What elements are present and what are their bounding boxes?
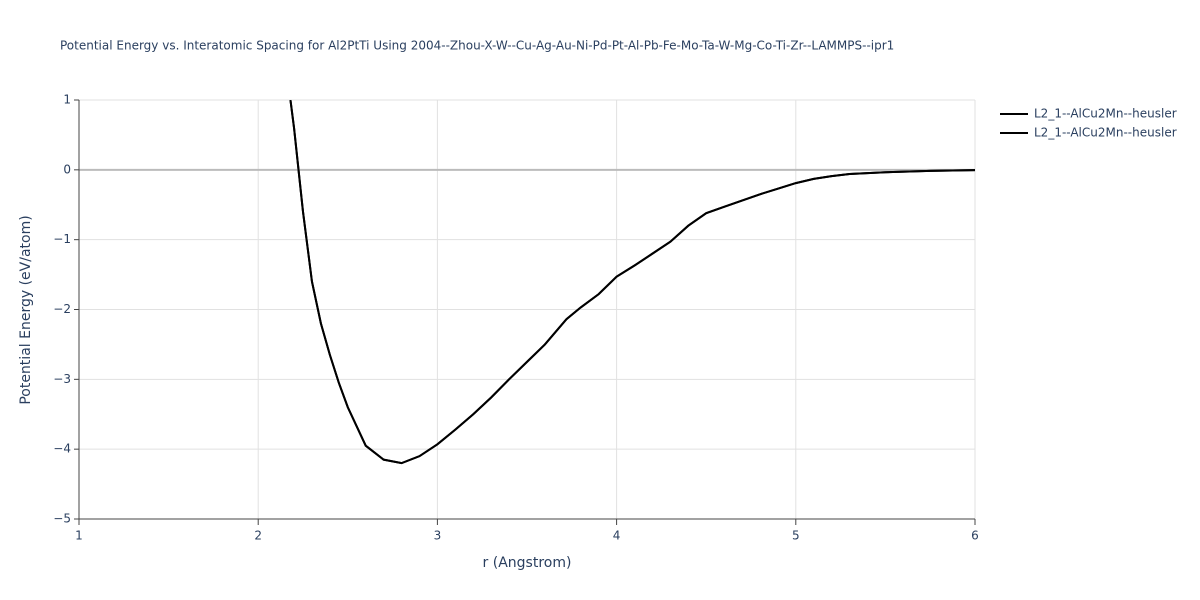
x-tick-label: 4: [613, 529, 621, 543]
line-series: [289, 100, 975, 465]
x-axis-title: r (Angstrom): [483, 555, 572, 571]
x-tick-label: 2: [254, 529, 262, 543]
legend-label: L2_1--AlCu2Mn--heusler: [1034, 126, 1177, 140]
x-tick-label: 5: [792, 529, 800, 543]
y-tick-label: 1: [63, 93, 71, 107]
line-series: [289, 100, 975, 465]
legend-label: L2_1--AlCu2Mn--heusler: [1034, 107, 1177, 121]
y-axis-title: Potential Energy (eV/atom): [18, 215, 34, 404]
x-tick-label: 3: [434, 529, 442, 543]
plot-area: [289, 100, 975, 465]
y-tick-label: −2: [53, 302, 71, 316]
y-tick-label: −4: [53, 442, 71, 456]
y-tick-label: 0: [63, 162, 71, 176]
x-tick-label: 1: [75, 529, 83, 543]
y-tick-label: −5: [53, 512, 71, 526]
y-tick-label: −1: [53, 232, 71, 246]
x-tick-label: 6: [971, 529, 979, 543]
y-tick-label: −3: [53, 372, 71, 386]
chart-title: Potential Energy vs. Interatomic Spacing…: [60, 39, 894, 53]
